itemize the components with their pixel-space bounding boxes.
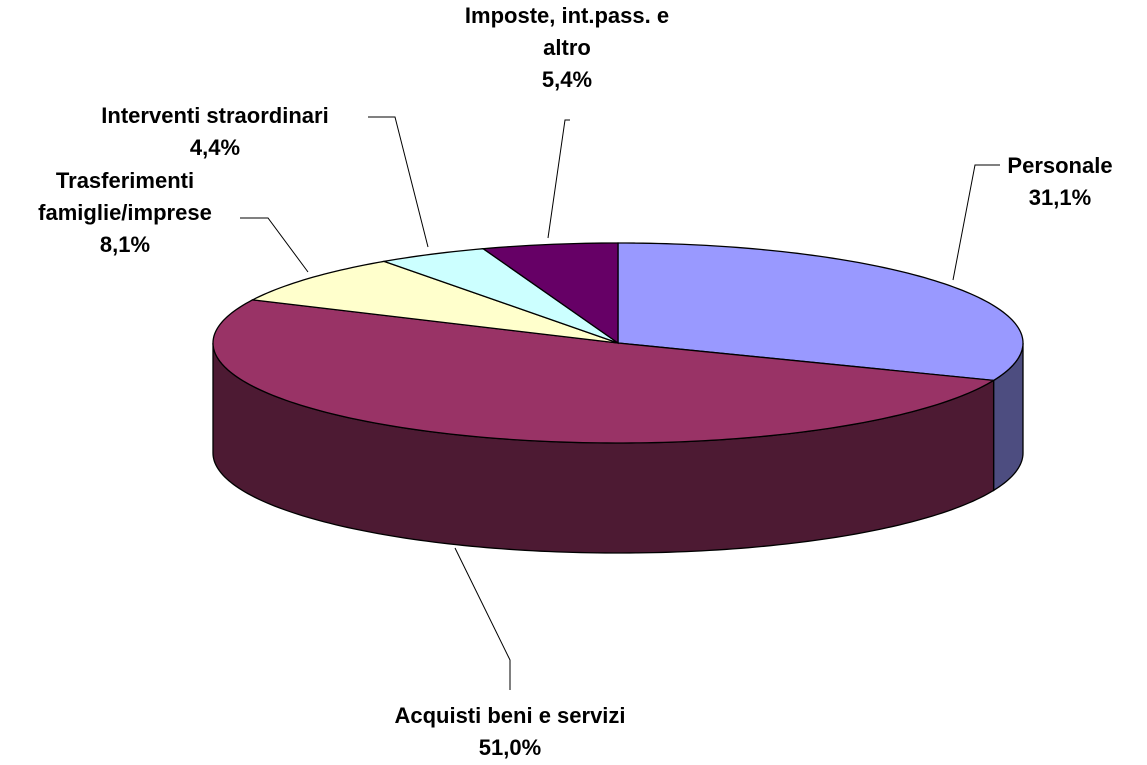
value-label: 31,1% [1028,185,1092,210]
data-label: Personale 31,1% [980,150,1140,214]
leader-line [368,116,429,248]
data-label: Acquisti beni e servizi 51,0% [330,700,690,764]
category-label: Imposte, int.pass. e altro [464,3,670,60]
slice [481,242,619,345]
slice [617,242,1024,382]
leader-line [454,547,511,690]
category-label: Personale [1007,153,1113,178]
category-label: Acquisti beni e servizi [394,703,626,728]
leader-line [952,164,1000,281]
data-label: Imposte, int.pass. e altro 5,4% [442,0,692,96]
category-label: Trasferimenti famiglie/imprese [38,168,212,225]
data-label: Trasferimenti famiglie/imprese 8,1% [3,165,248,261]
value-label: 5,4% [541,67,593,92]
slice [250,260,619,344]
value-label: 51,0% [478,735,542,760]
leader-line [240,217,309,273]
slice [212,299,996,444]
value-label: 8,1% [99,232,151,257]
leader-line [547,119,570,239]
category-label: Interventi straordinari [101,103,329,128]
value-label: 4,4% [189,135,241,160]
data-label: Interventi straordinari 4,4% [55,100,375,164]
slice [381,248,619,344]
